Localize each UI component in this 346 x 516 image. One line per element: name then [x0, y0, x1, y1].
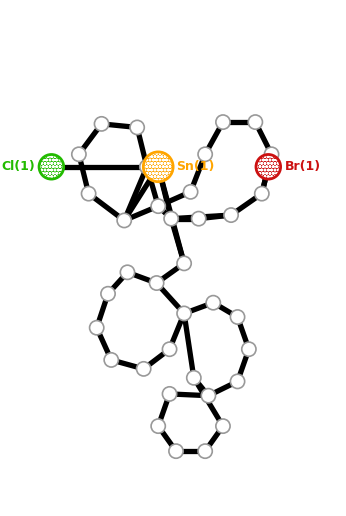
- Circle shape: [101, 287, 115, 301]
- Circle shape: [192, 212, 206, 226]
- Circle shape: [206, 296, 220, 310]
- Circle shape: [264, 147, 279, 162]
- Circle shape: [162, 387, 177, 401]
- Circle shape: [39, 154, 64, 179]
- Circle shape: [256, 154, 281, 179]
- Circle shape: [90, 320, 104, 335]
- Circle shape: [248, 115, 263, 129]
- Circle shape: [164, 212, 178, 226]
- Text: Sn(1): Sn(1): [176, 160, 215, 173]
- Circle shape: [255, 186, 269, 201]
- Circle shape: [149, 276, 164, 290]
- Circle shape: [242, 342, 256, 357]
- Circle shape: [151, 199, 165, 213]
- Circle shape: [230, 374, 245, 389]
- Circle shape: [104, 353, 118, 367]
- Circle shape: [201, 389, 216, 403]
- Circle shape: [198, 444, 212, 458]
- Circle shape: [120, 265, 135, 280]
- Circle shape: [177, 256, 191, 270]
- Circle shape: [130, 120, 144, 135]
- Circle shape: [151, 419, 165, 433]
- Circle shape: [72, 147, 86, 162]
- Circle shape: [177, 307, 191, 320]
- Circle shape: [198, 147, 212, 162]
- Circle shape: [216, 115, 230, 129]
- Circle shape: [117, 213, 131, 228]
- Circle shape: [183, 185, 198, 199]
- Circle shape: [187, 370, 201, 385]
- Text: Br(1): Br(1): [284, 160, 321, 173]
- Circle shape: [94, 117, 109, 131]
- Circle shape: [224, 208, 238, 222]
- Text: Cl(1): Cl(1): [1, 160, 35, 173]
- Circle shape: [169, 444, 183, 458]
- Circle shape: [140, 159, 154, 174]
- Circle shape: [216, 419, 230, 433]
- Circle shape: [143, 152, 173, 182]
- Circle shape: [230, 310, 245, 324]
- Circle shape: [81, 186, 96, 201]
- Circle shape: [162, 342, 177, 357]
- Circle shape: [137, 362, 151, 376]
